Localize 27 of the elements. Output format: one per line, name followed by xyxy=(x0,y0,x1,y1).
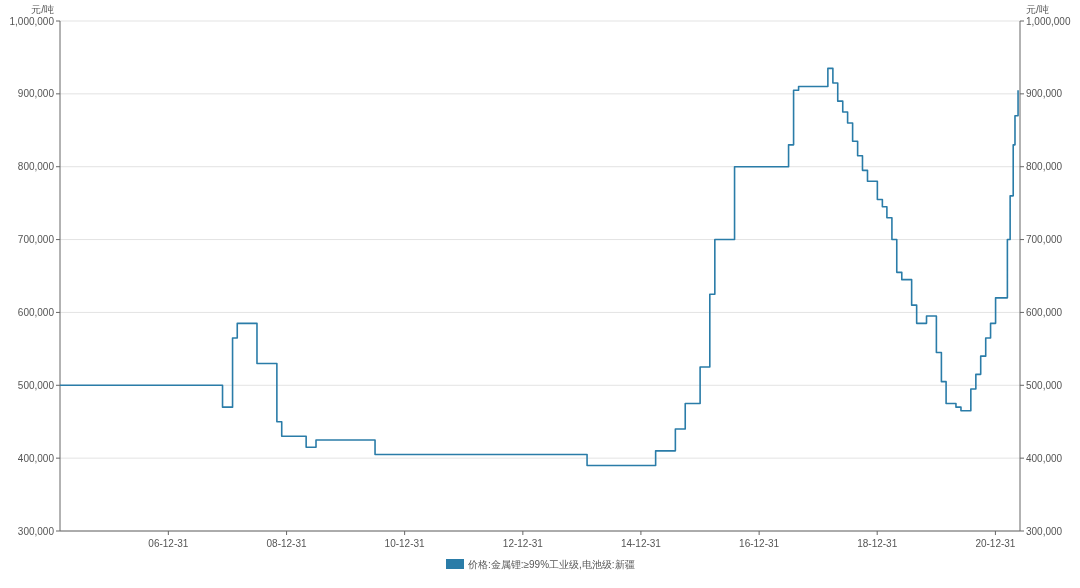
y2-tick-label: 900,000 xyxy=(1026,88,1063,100)
legend-label: 价格:金属锂:≥99%工业级,电池级:新疆 xyxy=(467,558,635,570)
x-tick-label: 14-12-31 xyxy=(620,538,662,549)
x-tick-label: 10-12-31 xyxy=(384,538,426,549)
x-tick-label: 06-12-31 xyxy=(148,538,189,549)
y-tick-label: 400,000 xyxy=(17,452,55,464)
x-tick-label: 12-12-31 xyxy=(502,538,544,549)
x-tick-label: 08-12-31 xyxy=(266,538,308,549)
y-axis-title: 元/吨 xyxy=(31,4,54,15)
y-tick-label: 900,000 xyxy=(17,88,55,100)
y-tick-label: 700,000 xyxy=(17,234,55,246)
y2-tick-label: 700,000 xyxy=(1026,234,1063,246)
y-tick-label: 800,000 xyxy=(17,161,55,173)
x-tick-label: 16-12-31 xyxy=(739,538,780,549)
y2-tick-label: 1,000,000 xyxy=(1026,15,1071,27)
y2-tick-label: 800,000 xyxy=(1026,161,1063,173)
y2-tick-label: 600,000 xyxy=(1026,306,1063,318)
y-tick-label: 500,000 xyxy=(17,379,55,391)
y2-axis-title: 元/吨 xyxy=(1026,4,1049,15)
y-tick-label: 600,000 xyxy=(17,306,55,318)
y-tick-label: 1,000,000 xyxy=(9,15,55,27)
y-tick-label: 300,000 xyxy=(17,525,55,537)
x-tick-label: 20-12-31 xyxy=(975,538,1016,549)
y2-tick-label: 400,000 xyxy=(1026,452,1063,464)
x-tick-label: 18-12-31 xyxy=(857,538,898,549)
y2-tick-label: 300,000 xyxy=(1026,525,1063,537)
y2-tick-label: 500,000 xyxy=(1026,379,1063,391)
